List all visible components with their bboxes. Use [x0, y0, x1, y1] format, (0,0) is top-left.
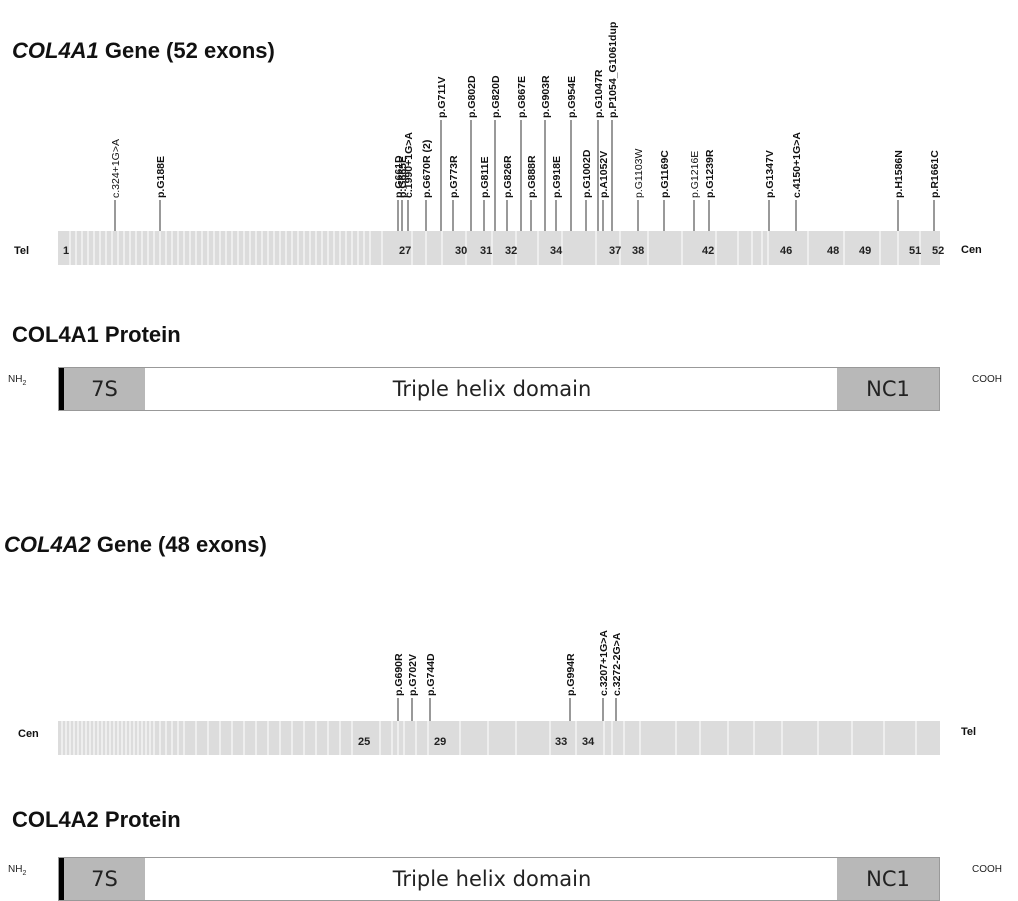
- variant-label: p.G994R: [565, 653, 577, 696]
- exon-number-label: 34: [582, 736, 595, 748]
- variant-label: p.G918E: [551, 156, 563, 198]
- variant-label: p.G661D: [393, 155, 405, 198]
- variant-label: p.G954E: [566, 76, 578, 118]
- gene1-right-end: Cen: [961, 244, 982, 256]
- exon-number-label: 42: [702, 245, 714, 257]
- protein1-c-terminus: COOH: [972, 374, 1002, 385]
- variant-label: p.G1347V: [764, 150, 776, 198]
- exon-number-label: 37: [609, 245, 621, 257]
- gene2-title: COL4A2 Gene (48 exons): [4, 532, 267, 558]
- protein1-nc1-domain: [837, 368, 939, 410]
- variant-label: p.G670R (2): [421, 140, 433, 198]
- exon-number-label: 31: [480, 245, 492, 257]
- protein1-helix-label: Triple helix domain: [392, 377, 592, 401]
- protein1-n-terminus-text: NH: [8, 374, 23, 385]
- protein2-nc1-domain: [837, 858, 939, 900]
- variant-label: c.3272-2G>A: [611, 632, 623, 696]
- variant-label: p.G702V: [407, 654, 419, 696]
- gene2-track: 25 29 33 34 p.G690R p.G702V p.G744D p.G994R c.32…: [58, 630, 940, 755]
- variant-label: p.G188E: [155, 156, 167, 198]
- exon-number-label: 48: [827, 245, 839, 257]
- variant-label: p.G903R: [540, 75, 552, 118]
- gene1-title-rest: Gene (52 exons): [98, 38, 275, 63]
- variant-label: c.324+1G>A: [110, 139, 122, 198]
- protein2-helix-label: Triple helix domain: [392, 867, 592, 891]
- exon-track-bar: [58, 231, 940, 265]
- protein2-n-terminus-text: NH: [8, 864, 23, 875]
- variant-label: p.G744D: [425, 653, 437, 696]
- variant-label: p.G773R: [448, 155, 460, 198]
- exon-number-label: 33: [555, 736, 567, 748]
- variant-label: p.G820D: [490, 75, 502, 118]
- protein1-n-terminus-sub: 2: [22, 380, 27, 387]
- exon-number-label: 27: [399, 245, 411, 257]
- protein2-c-terminus: COOH: [972, 864, 1002, 875]
- exon-number-label: 46: [780, 245, 792, 257]
- variant-label: p.G711V: [436, 77, 448, 118]
- exon-number-label: 32: [505, 245, 517, 257]
- exon-number-label: 30: [455, 245, 467, 257]
- exon-number-label: 51: [909, 245, 921, 257]
- gene2-left-end: Cen: [18, 728, 39, 740]
- exon-number-label: 49: [859, 245, 871, 257]
- variant-label: p.G1169C: [659, 150, 671, 198]
- protein1-title: COL4A1 Protein: [12, 322, 181, 347]
- exon-number-label: 1: [63, 245, 69, 257]
- variant-label: p.G1239R: [704, 149, 716, 198]
- protein1-bar: 7S Triple helix domain NC1: [58, 367, 940, 411]
- protein2-bar: 7S Triple helix domain NC1: [58, 857, 940, 901]
- exon-number-label: 34: [550, 245, 563, 257]
- variant-label: p.G811E: [479, 157, 491, 198]
- protein1-nc1-label: NC1: [866, 377, 910, 401]
- variant-label: p.G690R: [393, 653, 405, 696]
- protein2-n-terminal-cap: [59, 858, 64, 900]
- exon-number-label: 25: [358, 736, 370, 748]
- gene1-left-end: Tel: [14, 245, 30, 257]
- variant-label: p.A1052V: [598, 151, 610, 198]
- variant-label: p.G1103W: [633, 148, 645, 198]
- gene1-title-symbol: COL4A1: [12, 38, 99, 63]
- gene2-title-rest: Gene (48 exons): [90, 532, 267, 557]
- protein1-7s-domain: [64, 368, 145, 410]
- variant-label: c.1990+1G>A: [403, 132, 415, 198]
- protein2-nc1-label: NC1: [866, 867, 910, 891]
- variant-label: p.G1002D: [581, 149, 593, 198]
- variant-label: p.G888R: [526, 155, 538, 198]
- exon-number-label: 52: [932, 245, 944, 257]
- exon-number-label: 38: [632, 245, 644, 257]
- variant-label: p.R1661C: [929, 150, 941, 198]
- protein2-title: COL4A2 Protein: [12, 807, 181, 832]
- gene1-track: 1 27 30 31 32 34 37 38 42 46 48 49 51 52 c.324+1G>A p.G…: [58, 22, 944, 265]
- variant-label: p.H1586N: [893, 150, 905, 198]
- protein2-n-terminus-sub: 2: [22, 870, 27, 877]
- protein2-7s-label: 7S: [91, 867, 118, 891]
- exon-number-label: 29: [434, 736, 446, 748]
- variant-label: p.G826R: [502, 155, 514, 198]
- variant-label: c.4150+1G>A: [791, 132, 803, 198]
- protein1-7s-label: 7S: [91, 377, 118, 401]
- exon-track-bar: [58, 721, 940, 755]
- variant-label: p.G1216E: [689, 151, 701, 198]
- protein2-n-terminus: NH2: [8, 864, 26, 877]
- protein1-n-terminal-cap: [59, 368, 64, 410]
- gene1-title: COL4A1 Gene (52 exons): [12, 38, 275, 64]
- variant-label: p.G1047R: [593, 69, 605, 118]
- variant-label: p.G802D: [466, 75, 478, 118]
- protein2-7s-domain: [64, 858, 145, 900]
- gene2-title-symbol: COL4A2: [4, 532, 91, 557]
- protein1-n-terminus: NH2: [8, 374, 26, 387]
- variant-label: p.P1054_G1061dup: [607, 22, 619, 118]
- variant-label: p.G867E: [516, 76, 528, 118]
- variant-label: p.G665E: [397, 156, 409, 198]
- gene2-right-end: Tel: [961, 726, 977, 738]
- variant-label: c.3207+1G>A: [598, 630, 610, 696]
